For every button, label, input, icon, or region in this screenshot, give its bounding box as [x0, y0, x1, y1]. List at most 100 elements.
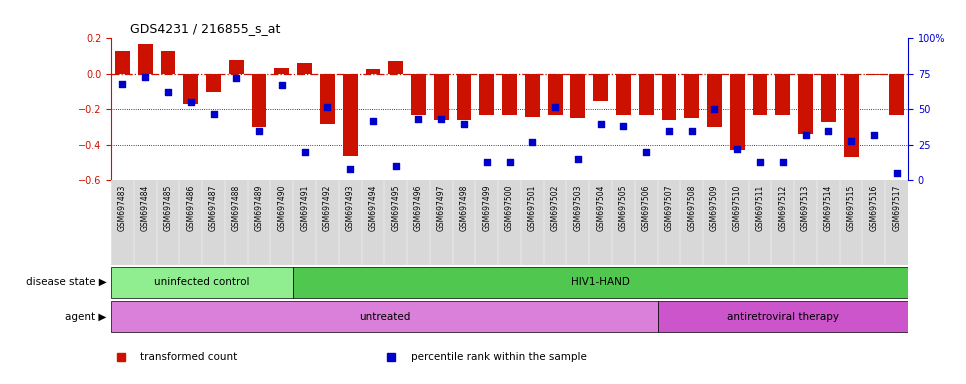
Bar [843, 74, 859, 157]
Text: antiretroviral therapy: antiretroviral therapy [726, 312, 838, 322]
Point [843, 137, 859, 144]
Bar [776, 74, 790, 115]
Bar [111, 301, 658, 332]
Point [775, 159, 790, 165]
Bar [616, 74, 631, 115]
Point [137, 74, 153, 80]
Point [729, 146, 745, 152]
Bar [365, 69, 381, 74]
Bar [320, 74, 335, 124]
Point [525, 139, 540, 145]
Text: GSM697516: GSM697516 [869, 185, 878, 231]
Text: GSM697499: GSM697499 [482, 185, 492, 231]
Text: GSM697483: GSM697483 [118, 185, 127, 231]
Point [320, 104, 335, 110]
Point [274, 82, 290, 88]
Point [251, 127, 267, 134]
Text: percentile rank within the sample: percentile rank within the sample [411, 352, 586, 362]
Bar [388, 61, 403, 74]
Bar [206, 74, 221, 92]
Text: GSM697505: GSM697505 [619, 185, 628, 231]
Point [615, 123, 631, 129]
Text: GSM697513: GSM697513 [801, 185, 810, 231]
Bar [115, 51, 129, 74]
Point [684, 127, 699, 134]
Bar [639, 74, 654, 115]
Text: GSM697490: GSM697490 [277, 185, 286, 231]
Point [342, 166, 357, 172]
Text: disease state ▶: disease state ▶ [25, 277, 106, 287]
Bar [502, 74, 517, 115]
Point [753, 159, 768, 165]
Point [502, 159, 518, 165]
Point [867, 132, 882, 138]
Text: GSM697507: GSM697507 [665, 185, 673, 231]
Text: GSM697512: GSM697512 [779, 185, 787, 231]
Bar [412, 74, 426, 115]
Point [820, 127, 836, 134]
Point [456, 121, 471, 127]
Bar [138, 44, 153, 74]
Point [548, 104, 563, 110]
Text: GSM697511: GSM697511 [755, 185, 764, 231]
Text: GSM697504: GSM697504 [596, 185, 605, 231]
Text: agent ▶: agent ▶ [65, 312, 106, 322]
Bar [730, 74, 745, 150]
Bar [434, 74, 448, 120]
Point [639, 149, 654, 155]
Point [593, 121, 609, 127]
Text: GSM697509: GSM697509 [710, 185, 719, 231]
Bar [229, 60, 243, 74]
Text: GSM697488: GSM697488 [232, 185, 241, 231]
Text: GSM697506: GSM697506 [641, 185, 651, 231]
Point [229, 75, 244, 81]
Bar [343, 74, 357, 156]
Bar [252, 74, 267, 127]
Text: GSM697493: GSM697493 [346, 185, 355, 231]
Bar [457, 74, 471, 120]
Bar [867, 74, 881, 75]
Text: GDS4231 / 216855_s_at: GDS4231 / 216855_s_at [130, 22, 281, 35]
Bar [274, 68, 289, 74]
Text: GSM697500: GSM697500 [505, 185, 514, 231]
Point [365, 118, 381, 124]
Bar [821, 74, 836, 122]
Text: GSM697497: GSM697497 [437, 185, 445, 231]
Text: GSM697514: GSM697514 [824, 185, 833, 231]
Bar [753, 74, 767, 115]
Bar [294, 267, 908, 298]
Text: untreated: untreated [358, 312, 410, 322]
Bar [707, 74, 722, 127]
Point [183, 99, 199, 105]
Point [479, 159, 495, 165]
Point [570, 156, 585, 162]
Text: GSM697515: GSM697515 [846, 185, 856, 231]
Bar [160, 51, 176, 74]
Text: uninfected control: uninfected control [155, 277, 250, 287]
Text: transformed count: transformed count [140, 352, 238, 362]
Point [160, 89, 176, 96]
Point [707, 106, 723, 113]
Text: GSM697510: GSM697510 [733, 185, 742, 231]
Bar [298, 63, 312, 74]
Point [297, 149, 312, 155]
Bar [658, 301, 908, 332]
Text: GSM697496: GSM697496 [414, 185, 423, 231]
Text: GSM697494: GSM697494 [368, 185, 378, 231]
Bar [111, 267, 294, 298]
Text: GSM697517: GSM697517 [893, 185, 901, 231]
Text: GSM697491: GSM697491 [300, 185, 309, 231]
Text: GSM697503: GSM697503 [574, 185, 582, 231]
Text: GSM697484: GSM697484 [141, 185, 150, 231]
Point [411, 116, 426, 122]
Bar [184, 74, 198, 104]
Bar [684, 74, 699, 118]
Bar [548, 74, 562, 115]
Text: GSM697498: GSM697498 [460, 185, 469, 231]
Point [661, 127, 676, 134]
Point [434, 116, 449, 122]
Point [388, 163, 404, 169]
Bar [593, 74, 608, 101]
Text: GSM697502: GSM697502 [551, 185, 559, 231]
Text: GSM697492: GSM697492 [323, 185, 332, 231]
